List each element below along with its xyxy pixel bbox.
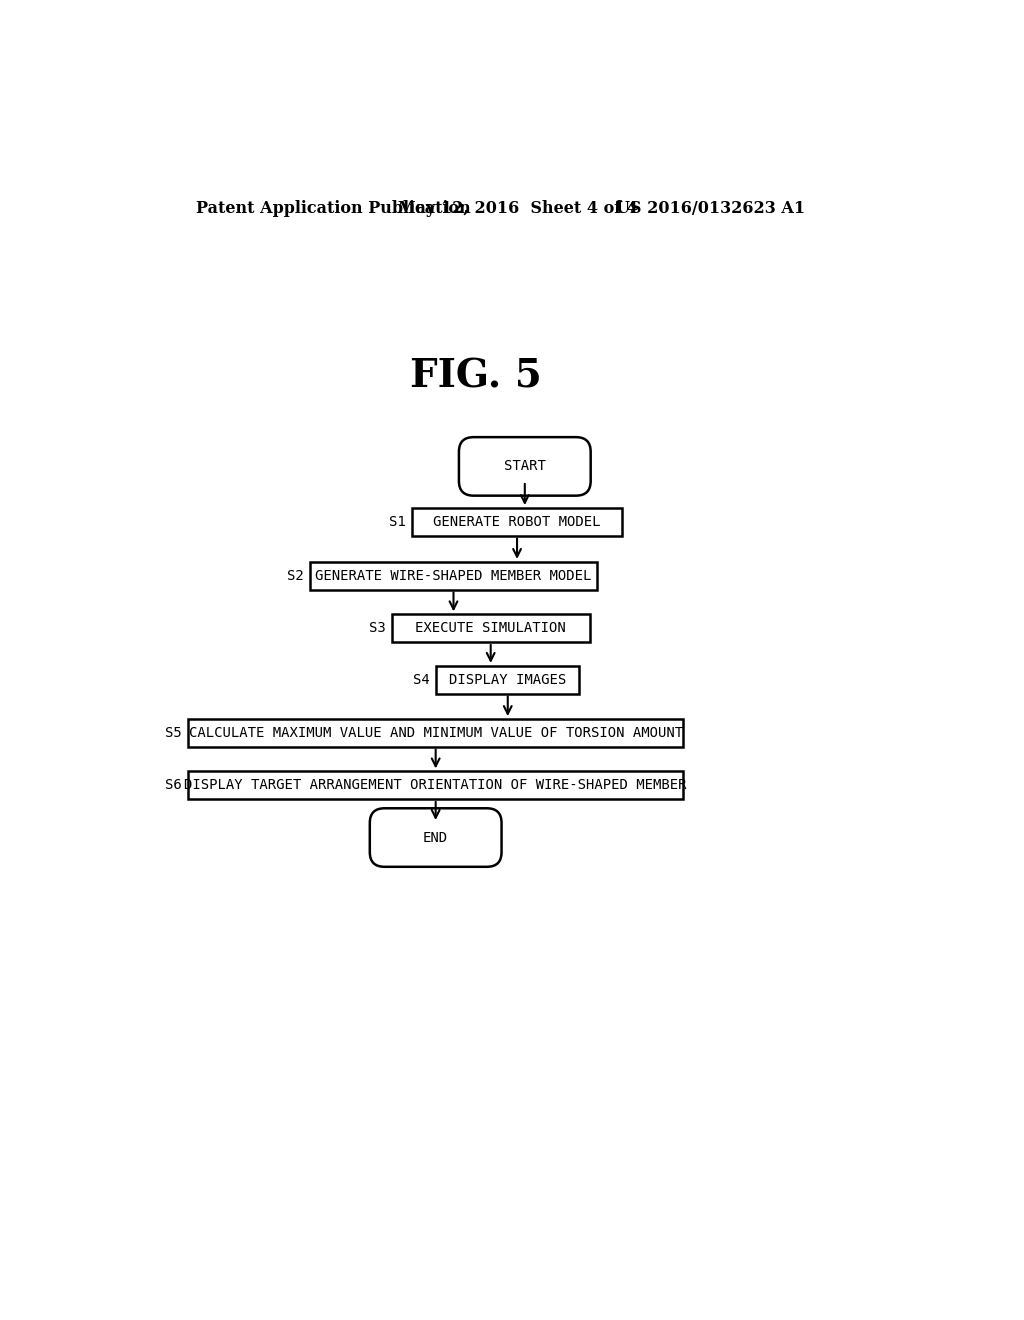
- Text: DISPLAY IMAGES: DISPLAY IMAGES: [450, 673, 566, 686]
- Text: May 12, 2016  Sheet 4 of 4: May 12, 2016 Sheet 4 of 4: [397, 199, 638, 216]
- Bar: [392, 614, 590, 642]
- Text: FIG. 5: FIG. 5: [410, 358, 542, 396]
- Text: S4: S4: [413, 673, 430, 686]
- Text: S6: S6: [166, 779, 182, 792]
- FancyBboxPatch shape: [459, 437, 591, 496]
- Text: START: START: [504, 459, 546, 474]
- Bar: [436, 665, 580, 693]
- Text: CALCULATE MAXIMUM VALUE AND MINIMUM VALUE OF TORSION AMOUNT: CALCULATE MAXIMUM VALUE AND MINIMUM VALU…: [188, 726, 683, 739]
- Text: S1: S1: [389, 515, 407, 529]
- Text: GENERATE ROBOT MODEL: GENERATE ROBOT MODEL: [433, 515, 601, 529]
- Text: US 2016/0132623 A1: US 2016/0132623 A1: [616, 199, 805, 216]
- Text: GENERATE WIRE-SHAPED MEMBER MODEL: GENERATE WIRE-SHAPED MEMBER MODEL: [315, 569, 592, 582]
- Text: DISPLAY TARGET ARRANGEMENT ORIENTATION OF WIRE-SHAPED MEMBER: DISPLAY TARGET ARRANGEMENT ORIENTATION O…: [184, 779, 687, 792]
- Text: Patent Application Publication: Patent Application Publication: [197, 199, 471, 216]
- Text: EXECUTE SIMULATION: EXECUTE SIMULATION: [416, 622, 566, 635]
- Text: END: END: [423, 830, 449, 845]
- Text: S2: S2: [287, 569, 304, 582]
- FancyBboxPatch shape: [370, 808, 502, 867]
- Bar: [188, 719, 683, 747]
- Bar: [310, 562, 597, 590]
- Text: S3: S3: [369, 622, 386, 635]
- Text: S5: S5: [166, 726, 182, 739]
- Bar: [413, 508, 622, 536]
- Bar: [188, 771, 683, 799]
